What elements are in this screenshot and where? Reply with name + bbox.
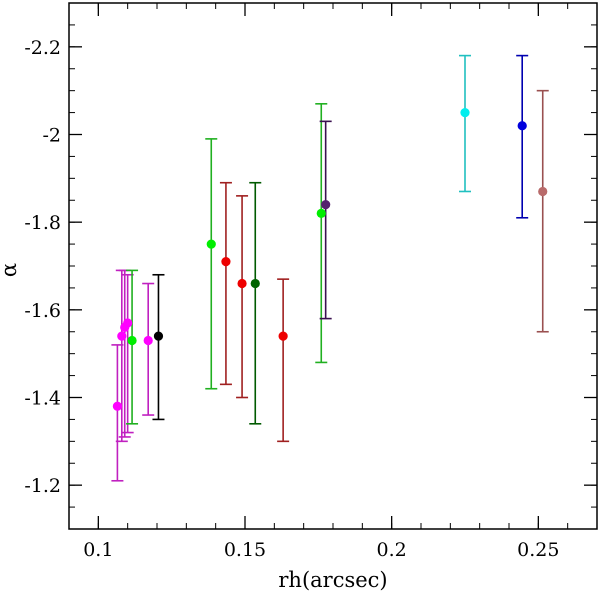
data-point <box>538 186 548 197</box>
data-point <box>460 107 470 118</box>
y-tick-label: -1.4 <box>24 388 61 410</box>
data-point <box>321 200 331 210</box>
x-tick-label: 0.2 <box>377 539 407 561</box>
data-point <box>237 278 247 289</box>
y-tick-label: -2.2 <box>24 37 61 59</box>
x-tick-label: 0.1 <box>83 539 113 561</box>
data-points <box>112 107 548 411</box>
data-point <box>221 257 231 267</box>
x-axis-label: rh(arcsec) <box>278 568 387 592</box>
data-point <box>143 335 153 346</box>
plot-frame <box>68 2 598 530</box>
data-point <box>153 331 164 341</box>
y-axis-label: α <box>0 263 21 277</box>
data-point <box>517 121 527 131</box>
data-point <box>250 278 260 289</box>
data-point <box>127 335 137 346</box>
x-tick-label: 0.25 <box>517 539 559 561</box>
error-bars <box>111 54 549 482</box>
data-point <box>316 208 326 218</box>
y-tick-label: -2 <box>42 125 61 147</box>
data-point <box>123 318 133 328</box>
y-tick-label: -1.2 <box>24 475 61 497</box>
x-tick-label: 0.15 <box>224 539 266 561</box>
y-tick-label: -1.6 <box>24 300 61 322</box>
axis-ticks <box>68 2 598 530</box>
y-tick-label: -1.8 <box>24 212 61 234</box>
data-point <box>278 331 288 341</box>
axis-tick-labels: 0.1 0.15 0.2 0.25 -1.2 -1.4 -1.6 -1.8 -2 -2.2 <box>24 37 559 561</box>
data-point <box>117 331 127 341</box>
data-point <box>112 401 122 411</box>
data-point <box>206 239 216 249</box>
